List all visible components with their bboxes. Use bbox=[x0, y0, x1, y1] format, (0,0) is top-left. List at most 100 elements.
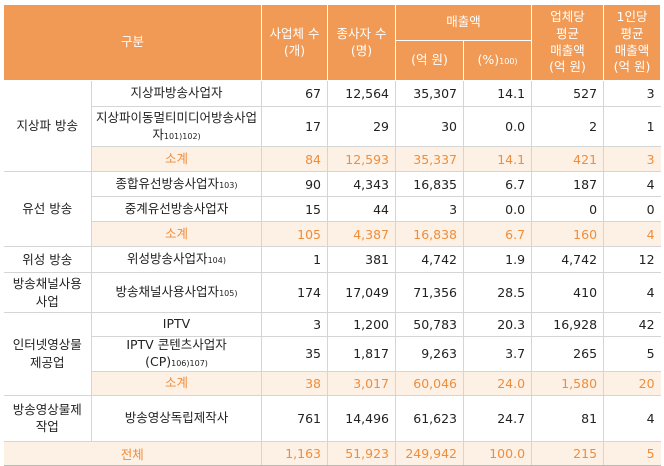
cell-companies: 3 bbox=[261, 312, 329, 337]
cell-share: 24.7 bbox=[463, 394, 533, 442]
cell-avg-person: 20 bbox=[603, 370, 661, 396]
cell-avg-company: 81 bbox=[531, 394, 605, 442]
cell-share: 24.0 bbox=[463, 370, 533, 396]
footnote-ref: 106)107) bbox=[171, 358, 208, 368]
cell-avg-person: 4 bbox=[603, 272, 661, 313]
total-label: 전체 bbox=[3, 440, 263, 466]
cell-employees: 14,496 bbox=[327, 394, 397, 442]
cell-avg-company: 160 bbox=[531, 221, 605, 247]
subtotal-row: 소계 105 4,387 16,838 6.7 160 4 bbox=[4, 221, 661, 247]
cell-companies: 35 bbox=[261, 336, 329, 372]
total-row: 전체 1,163 51,923 249,942 100.0 215 5 bbox=[3, 440, 661, 466]
cell-companies: 761 bbox=[261, 394, 329, 442]
total-share: 100.0 bbox=[463, 440, 533, 466]
cell-avg-company: 410 bbox=[531, 272, 605, 313]
cell-revenue: 71,356 bbox=[395, 272, 465, 313]
cell-share: 28.5 bbox=[463, 272, 533, 313]
cell-revenue: 60,046 bbox=[395, 370, 465, 396]
table-row: 위성 방송 위성방송사업자104) 1 381 4,742 1.9 4,742 12 bbox=[3, 246, 661, 273]
category-cell: 방송채널사용 사업 bbox=[3, 272, 92, 313]
cell-employees: 4,343 bbox=[327, 171, 397, 197]
table-row: 인터넷영상물 제공업 IPTV 3 1,200 50,783 20.3 16,928 42 bbox=[3, 312, 661, 396]
cell-avg-company: 527 bbox=[531, 80, 605, 107]
header-companies: 사업체 수 (개) bbox=[261, 4, 329, 81]
cell-revenue: 35,307 bbox=[395, 80, 465, 107]
row-name-text: 위성방송사업자 bbox=[127, 251, 208, 267]
row-name: 위성방송사업자104) bbox=[91, 246, 263, 273]
cell-revenue: 61,623 bbox=[395, 394, 465, 442]
cell-avg-company: 1,580 bbox=[531, 370, 605, 396]
cell-revenue: 9,263 bbox=[395, 336, 465, 372]
category-cell: 인터넷영상물 제공업 bbox=[3, 312, 92, 396]
cell-share: 0.0 bbox=[463, 106, 533, 147]
footnote-ref: 101)102) bbox=[163, 131, 201, 141]
cell-companies: 38 bbox=[261, 370, 329, 396]
row-name-text: 지상파이동멀티미디어방송사업자 bbox=[96, 109, 258, 142]
cell-avg-person: 12 bbox=[603, 246, 661, 273]
cell-companies: 174 bbox=[261, 272, 329, 313]
cell-avg-person: 4 bbox=[603, 394, 661, 442]
cell-share: 0.0 bbox=[463, 196, 533, 222]
row-name: 지상파이동멀티미디어방송사업자101)102) bbox=[91, 106, 263, 147]
cell-employees: 1,200 bbox=[327, 312, 397, 337]
cell-companies: 1 bbox=[261, 246, 329, 273]
row-name-text: IPTV 콘텐츠사업자(CP) bbox=[126, 337, 227, 369]
table-row: 유선 방송 종합유선방송사업자103) 90 4,343 16,835 6.7 187 4 bbox=[3, 171, 661, 247]
cell-employees: 12,593 bbox=[327, 146, 397, 172]
cell-employees: 1,817 bbox=[327, 336, 397, 372]
cell-avg-company: 2 bbox=[531, 106, 605, 147]
cell-employees: 381 bbox=[327, 246, 397, 273]
table-row: 방송영상물제 작업 방송영상독립제작사 761 14,496 61,623 24.7 81 4 bbox=[3, 394, 661, 442]
header-avg-per-company: 업체당 평균 매출액 (억 원) bbox=[531, 4, 605, 81]
cell-revenue: 3 bbox=[395, 196, 465, 222]
total-avg-person: 5 bbox=[603, 440, 661, 466]
cell-employees: 29 bbox=[327, 106, 397, 147]
total-revenue: 249,942 bbox=[395, 440, 465, 466]
cell-share: 6.7 bbox=[463, 221, 533, 247]
cell-revenue: 4,742 bbox=[395, 246, 465, 273]
table-row: IPTV 콘텐츠사업자(CP)106)107) 35 1,817 9,263 3.7 26… bbox=[4, 336, 661, 372]
cell-employees: 3,017 bbox=[327, 370, 397, 396]
cell-avg-person: 3 bbox=[603, 80, 661, 107]
header-revenue: 매출액 bbox=[395, 4, 533, 41]
cell-share: 14.1 bbox=[463, 146, 533, 172]
row-name: 방송영상독립제작사 bbox=[91, 394, 263, 442]
row-name-text: 소계 bbox=[165, 150, 189, 166]
cell-revenue: 16,835 bbox=[395, 171, 465, 197]
row-name-text: 종합유선방송사업자 bbox=[115, 175, 220, 191]
cell-employees: 12,564 bbox=[327, 80, 397, 107]
header-revenue-unit: (억 원) bbox=[395, 40, 465, 81]
footnote-ref: 103) bbox=[219, 180, 238, 190]
table-row: 방송채널사용 사업 방송채널사용사업자105) 174 17,049 71,356 28.… bbox=[3, 272, 661, 313]
cell-share: 14.1 bbox=[463, 80, 533, 107]
cell-avg-person: 3 bbox=[603, 146, 661, 172]
cell-avg-company: 4,742 bbox=[531, 246, 605, 273]
header-employees: 종사자 수 (명) bbox=[327, 4, 397, 81]
row-name: 중계유선방송사업자 bbox=[91, 196, 263, 222]
cell-employees: 4,387 bbox=[327, 221, 397, 247]
cell-revenue: 50,783 bbox=[395, 312, 465, 337]
cell-revenue: 30 bbox=[395, 106, 465, 147]
cell-companies: 15 bbox=[261, 196, 329, 222]
cell-share: 20.3 bbox=[463, 312, 533, 337]
table-row: 중계유선방송사업자 15 44 3 0.0 0 0 bbox=[4, 196, 661, 222]
cell-employees: 44 bbox=[327, 196, 397, 222]
cell-share: 6.7 bbox=[463, 171, 533, 197]
row-name-text: 중계유선방송사업자 bbox=[124, 200, 229, 216]
cell-revenue: 16,838 bbox=[395, 221, 465, 247]
cell-avg-company: 187 bbox=[531, 171, 605, 197]
cell-share: 1.9 bbox=[463, 246, 533, 273]
row-name-text: 소계 bbox=[165, 374, 189, 390]
row-name-text: IPTV bbox=[162, 316, 191, 332]
cell-companies: 90 bbox=[261, 171, 329, 197]
cell-avg-company: 421 bbox=[531, 146, 605, 172]
footnote-ref: 105) bbox=[219, 289, 238, 299]
cell-companies: 84 bbox=[261, 146, 329, 172]
cell-avg-person: 1 bbox=[603, 106, 661, 147]
cell-avg-person: 42 bbox=[603, 312, 661, 337]
total-employees: 51,923 bbox=[327, 440, 397, 466]
cell-companies: 67 bbox=[261, 80, 329, 107]
cell-companies: 105 bbox=[261, 221, 329, 247]
cell-companies: 17 bbox=[261, 106, 329, 147]
cell-share: 3.7 bbox=[463, 336, 533, 372]
